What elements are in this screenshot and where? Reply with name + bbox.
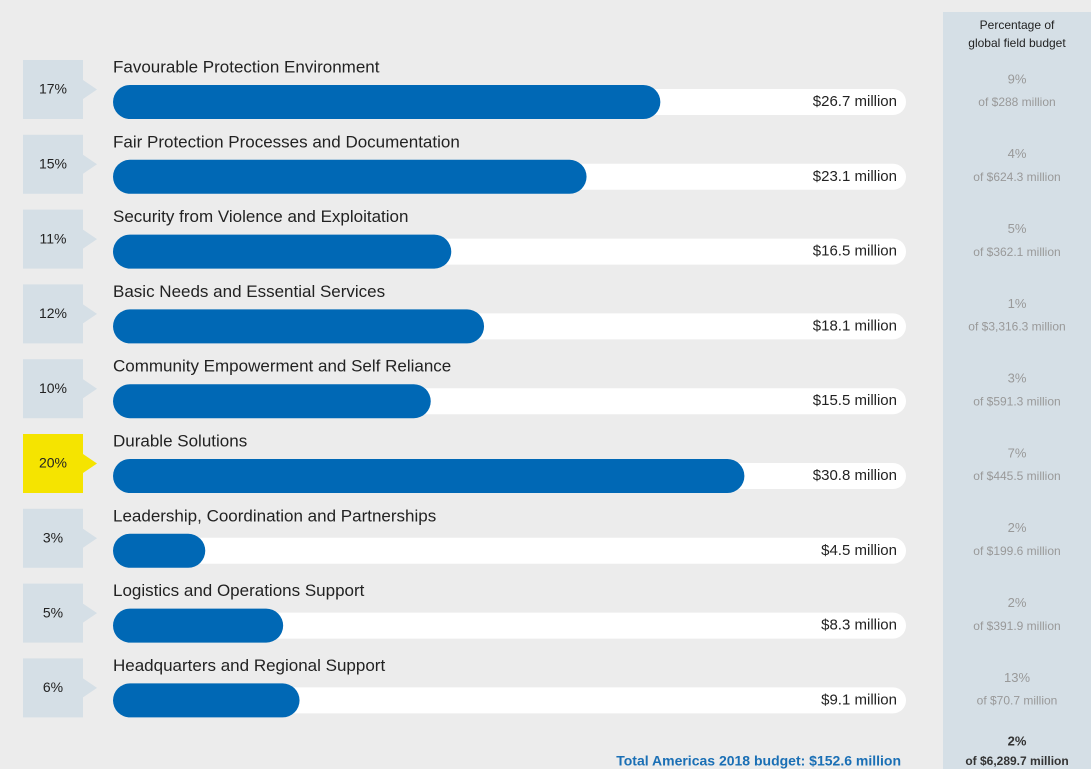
bar-track <box>113 687 906 714</box>
share-badge <box>23 434 83 493</box>
global-share: 1% <box>1008 296 1027 311</box>
global-total-budget: of $6,289.7 million <box>965 754 1068 768</box>
badge-arrow <box>83 678 97 698</box>
value-label: $30.8 million <box>813 467 897 484</box>
share-badge <box>23 209 83 269</box>
value-label: $15.5 million <box>813 392 897 409</box>
global-total-share: 2% <box>1008 733 1027 748</box>
badge-arrow <box>83 304 97 324</box>
global-budget: of $362.1 million <box>973 245 1060 259</box>
value-label: $9.1 million <box>821 691 897 708</box>
category-label: Headquarters and Regional Support <box>113 656 385 675</box>
share-label: 20% <box>39 455 67 471</box>
share-label: 3% <box>43 530 63 546</box>
category-label: Favourable Protection Environment <box>113 57 380 76</box>
category-label: Durable Solutions <box>113 431 247 450</box>
global-share: 3% <box>1008 371 1027 386</box>
global-share: 2% <box>1008 595 1027 610</box>
share-label: 17% <box>39 81 67 97</box>
share-label: 11% <box>40 230 67 246</box>
side-column <box>943 12 1091 769</box>
value-label: $18.1 million <box>813 317 897 334</box>
global-share: 13% <box>1004 670 1030 685</box>
category-label: Fair Protection Processes and Documentat… <box>113 132 460 151</box>
category-label: Logistics and Operations Support <box>113 581 365 600</box>
badge-arrow <box>83 154 97 174</box>
bar <box>113 608 284 643</box>
share-badge <box>23 284 83 344</box>
share-badge <box>23 60 83 119</box>
value-label: $4.5 million <box>821 542 897 559</box>
global-budget: of $445.5 million <box>973 469 1060 483</box>
bar <box>113 533 206 568</box>
badge-arrow <box>83 528 97 548</box>
share-badge <box>23 134 83 194</box>
bar <box>113 85 661 119</box>
category-label: Security from Violence and Exploitation <box>113 207 408 226</box>
bar <box>113 459 745 493</box>
global-budget: of $591.3 million <box>973 394 1060 408</box>
global-share: 5% <box>1008 221 1027 236</box>
bar <box>113 683 300 718</box>
share-badge <box>23 359 83 419</box>
global-share: 9% <box>1008 71 1027 86</box>
share-label: 6% <box>43 679 63 695</box>
global-budget: of $199.6 million <box>973 544 1060 558</box>
bar <box>113 309 485 344</box>
global-budget: of $3,316.3 million <box>968 320 1065 334</box>
global-share: 7% <box>1008 445 1027 460</box>
side-header: Percentage of <box>980 18 1055 32</box>
badge-arrow <box>83 379 97 399</box>
bar-track <box>113 537 906 564</box>
category-label: Basic Needs and Essential Services <box>113 282 385 301</box>
bar <box>113 384 431 419</box>
total-label: Total Americas 2018 budget: $152.6 milli… <box>616 753 901 769</box>
global-budget: of $70.7 million <box>977 694 1058 708</box>
badge-arrow <box>83 80 97 99</box>
share-label: 10% <box>39 380 67 396</box>
share-label: 5% <box>43 604 63 620</box>
value-label: $26.7 million <box>813 93 897 110</box>
bar <box>113 159 587 194</box>
share-label: 12% <box>39 305 67 321</box>
global-share: 2% <box>1008 520 1027 535</box>
badge-arrow <box>83 603 97 623</box>
share-badge <box>23 658 83 718</box>
global-budget: of $624.3 million <box>973 170 1060 184</box>
global-budget: of $288 million <box>978 95 1055 109</box>
value-label: $23.1 million <box>813 168 897 185</box>
global-budget: of $391.9 million <box>973 619 1060 633</box>
bar <box>113 234 452 269</box>
badge-arrow <box>83 454 97 473</box>
value-label: $8.3 million <box>821 617 897 634</box>
side-header: global field budget <box>968 36 1066 50</box>
badge-arrow <box>83 229 97 249</box>
category-label: Leadership, Coordination and Partnership… <box>113 506 436 525</box>
value-label: $16.5 million <box>813 243 897 260</box>
share-label: 15% <box>39 156 67 172</box>
bar-track <box>113 612 906 639</box>
global-share: 4% <box>1008 146 1027 161</box>
category-label: Community Empowerment and Self Reliance <box>113 357 451 376</box>
share-badge <box>23 508 83 568</box>
share-badge <box>23 583 83 643</box>
